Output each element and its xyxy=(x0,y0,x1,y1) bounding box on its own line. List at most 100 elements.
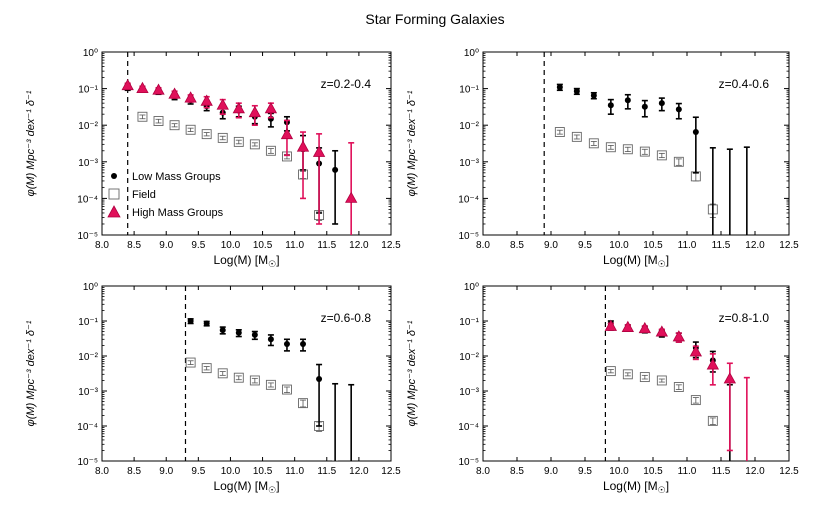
y-tick-label: 10⁻⁵ xyxy=(77,231,98,242)
x-axis-label: Log(M) [M☉] xyxy=(213,479,279,495)
x-tick-label: 12.0 xyxy=(349,466,369,477)
data-point xyxy=(296,140,310,152)
x-axis-label-close: ] xyxy=(276,479,279,493)
series-low xyxy=(124,83,339,225)
y-tick-label: 10⁻² xyxy=(459,352,479,363)
x-tick-label: 9.0 xyxy=(544,466,558,477)
x-tick-label: 12.0 xyxy=(745,240,765,251)
x-tick-label: 9.5 xyxy=(578,240,592,251)
series-field xyxy=(137,111,325,221)
x-axis-label-sub: ☉ xyxy=(268,485,276,495)
data-point xyxy=(185,124,196,135)
data-point xyxy=(264,102,278,114)
x-tick-label: 10.0 xyxy=(609,240,629,251)
y-tick-label: 10⁻¹ xyxy=(459,85,479,96)
data-point xyxy=(607,102,614,109)
panel-redshift-label: z=0.2-0.4 xyxy=(321,77,372,91)
legend-marker-field xyxy=(108,188,120,200)
x-tick-label: 12.5 xyxy=(381,240,401,251)
x-axis-label-close: ] xyxy=(276,253,279,267)
data-point xyxy=(265,379,276,390)
y-tick-label: 10⁻² xyxy=(78,352,98,363)
legend: Low Mass Groups Field High Mass Groups xyxy=(107,171,224,219)
series-field xyxy=(554,127,718,218)
data-point xyxy=(624,97,631,104)
legend-label-high: High Mass Groups xyxy=(132,207,224,219)
y-tick-label: 10⁰ xyxy=(83,282,98,293)
series-high xyxy=(121,78,358,235)
y-tick-label: 10⁰ xyxy=(464,282,479,293)
x-axis-label-main: Log(M) [M xyxy=(213,479,268,493)
y-tick-label: 10⁻⁵ xyxy=(458,457,479,468)
x-tick-label: 8.0 xyxy=(95,240,109,251)
data-point xyxy=(332,166,339,173)
data-point xyxy=(588,138,599,149)
data-point xyxy=(605,142,616,153)
x-axis-label-main: Log(M) [M xyxy=(213,253,268,267)
data-point xyxy=(282,384,292,395)
y-tick-label: 10⁻⁴ xyxy=(458,422,479,433)
x-axis-label-sub: ☉ xyxy=(658,485,666,495)
x-tick-label: 10.5 xyxy=(253,240,273,251)
series-low xyxy=(187,318,355,461)
data-point xyxy=(590,92,597,99)
figure-title: Star Forming Galaxies xyxy=(365,11,504,27)
data-area xyxy=(184,286,355,461)
x-tick-label: 8.5 xyxy=(510,240,524,251)
x-tick-label: 9.0 xyxy=(159,466,173,477)
data-point xyxy=(248,105,262,118)
data-point xyxy=(706,358,720,370)
data-point xyxy=(153,116,164,126)
x-tick-label: 8.5 xyxy=(127,466,141,477)
x-axis-label-close: ] xyxy=(666,253,669,267)
data-point xyxy=(137,111,148,122)
data-point xyxy=(672,330,686,342)
plot-frame xyxy=(482,285,790,462)
data-point xyxy=(707,415,718,426)
data-point xyxy=(658,100,665,107)
x-tick-label: 9.0 xyxy=(544,240,558,251)
y-tick-label: 10⁻⁴ xyxy=(77,422,98,433)
data-point xyxy=(280,127,294,140)
data-point xyxy=(639,146,650,157)
x-axis-label-sub: ☉ xyxy=(658,259,666,269)
y-axis-label: φ(M) Mpc⁻³ dex⁻¹ δ⁻¹ xyxy=(406,320,418,426)
x-axis-label: Log(M) [M☉] xyxy=(603,479,669,495)
series-high xyxy=(604,319,750,461)
y-tick-label: 10⁻² xyxy=(459,121,479,132)
x-tick-label: 10.5 xyxy=(643,466,663,477)
plot-frame xyxy=(101,285,392,462)
y-tick-label: 10⁻³ xyxy=(78,158,98,169)
panel-3: 8.0 8.5 9.0 9.5 10.0 10.5 11.0 11.5 12.0 12.5 10⁰ 1… xyxy=(25,282,401,495)
panel-redshift-label: z=0.4-0.6 xyxy=(719,77,770,91)
x-tick-label: 12.5 xyxy=(381,466,401,477)
x-tick-label: 10.0 xyxy=(221,466,241,477)
y-tick-label: 10⁻⁵ xyxy=(77,457,98,468)
data-point xyxy=(675,106,682,113)
x-tick-label: 8.5 xyxy=(510,466,524,477)
x-tick-label: 12.0 xyxy=(349,240,369,251)
data-area xyxy=(121,52,358,235)
x-tick-label: 11.0 xyxy=(678,466,697,477)
data-point xyxy=(573,88,580,95)
x-tick-label: 8.0 xyxy=(476,466,490,477)
x-tick-label: 12.0 xyxy=(745,466,765,477)
data-point xyxy=(203,320,210,327)
x-tick-label: 9.5 xyxy=(578,466,592,477)
legend-label-field: Field xyxy=(132,189,156,201)
data-point xyxy=(689,345,703,357)
x-tick-label: 10.0 xyxy=(221,240,241,251)
data-point xyxy=(298,398,308,409)
y-axis-label: φ(M) Mpc⁻³ dex⁻¹ δ⁻¹ xyxy=(25,320,37,426)
panel-1: 8.0 8.5 9.0 9.5 10.0 10.5 11.0 11.5 12.0 12.5 10⁰ 1… xyxy=(25,48,401,269)
x-tick-label: 10.5 xyxy=(253,466,273,477)
data-point xyxy=(656,375,667,386)
x-tick-label: 11.0 xyxy=(285,466,304,477)
x-tick-label: 8.0 xyxy=(95,466,109,477)
data-point xyxy=(638,321,652,334)
x-axis-label: Log(M) [M☉] xyxy=(603,253,669,269)
panel-4: 8.0 8.5 9.0 9.5 10.0 10.5 11.0 11.5 12.0 12.5 10⁰ 1… xyxy=(406,282,799,495)
data-point xyxy=(655,325,669,337)
legend-marker-high xyxy=(107,205,121,218)
data-point xyxy=(554,127,565,137)
